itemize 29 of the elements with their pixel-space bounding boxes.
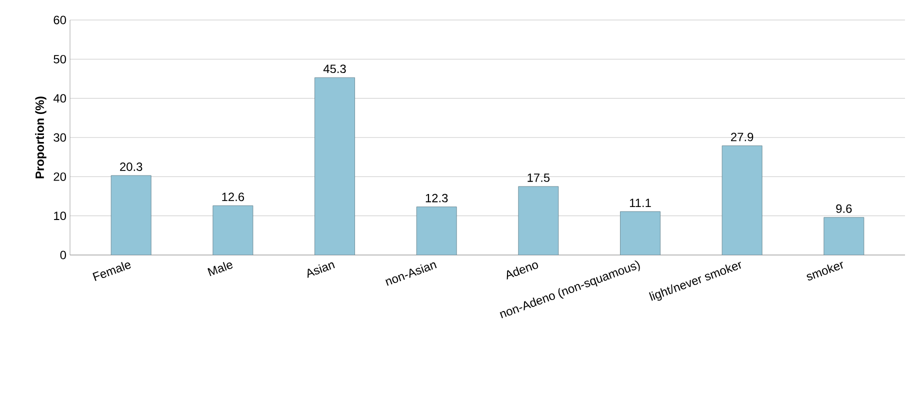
y-axis-title: Proportion (%) (35, 96, 46, 178)
bar (518, 186, 559, 255)
x-tick-label: Female (92, 262, 131, 281)
x-tick-label: Adeno (506, 262, 538, 280)
data-label: 27.9 (731, 132, 754, 142)
data-label: 12.6 (222, 192, 244, 202)
y-tick-label: 30 (54, 133, 66, 142)
bar (212, 205, 254, 255)
data-label: 45.3 (323, 64, 346, 74)
y-tick-label: 0 (60, 250, 66, 260)
x-tick-label: smoker (806, 262, 843, 280)
bar (314, 77, 355, 255)
data-label: 12.3 (426, 194, 448, 202)
y-tick-label: 20 (54, 172, 66, 181)
y-tick-label: 50 (54, 54, 66, 64)
data-label: 11.1 (630, 198, 651, 208)
data-label: 20.3 (120, 162, 142, 171)
data-label: 17.5 (528, 174, 550, 182)
bar (416, 206, 457, 255)
bar (824, 217, 864, 255)
data-label: 9.6 (836, 204, 852, 213)
x-tick-label: Asian (308, 262, 335, 278)
y-tick-label: 60 (54, 16, 66, 24)
bar (722, 146, 762, 255)
y-tick-label: 40 (53, 94, 66, 103)
bar (110, 175, 152, 255)
x-tick-label: Male (208, 262, 233, 276)
y-tick-label: 10 (54, 212, 66, 220)
bar (620, 211, 660, 255)
